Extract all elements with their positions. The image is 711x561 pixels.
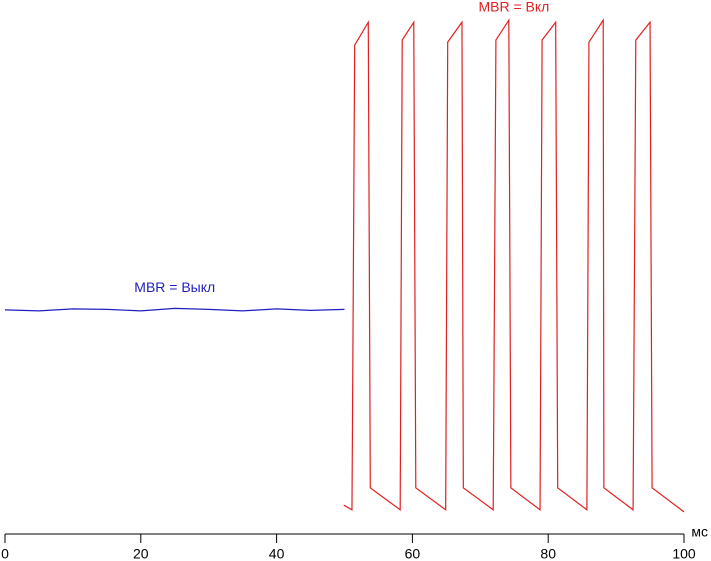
x-tick-label: 80 bbox=[540, 546, 556, 561]
x-tick-label: 0 bbox=[1, 546, 9, 561]
series-line bbox=[343, 18, 685, 513]
x-tick-label: 60 bbox=[405, 546, 421, 561]
x-axis-unit: мс bbox=[691, 524, 708, 540]
x-tick-label: 100 bbox=[672, 546, 696, 561]
series-label: MBR = Вкл bbox=[478, 0, 549, 15]
x-tick-label: 40 bbox=[269, 546, 285, 561]
series-line bbox=[4, 307, 345, 312]
series-label: MBR = Выкл bbox=[134, 279, 215, 295]
x-tick-label: 20 bbox=[133, 546, 149, 561]
